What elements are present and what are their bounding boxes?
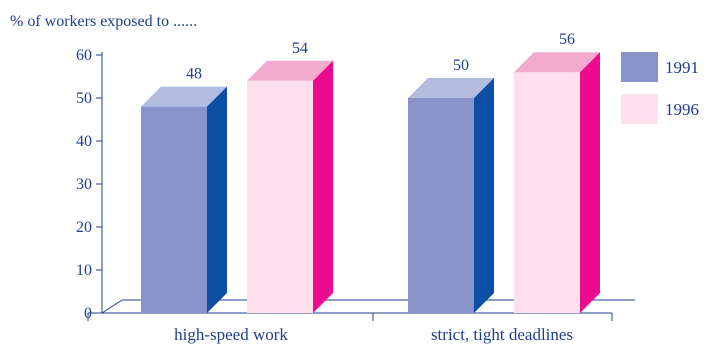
y-tick-label: 40 xyxy=(76,133,92,150)
bar-1991-0 xyxy=(141,86,227,313)
bars: 48 54 50 56 xyxy=(141,31,600,313)
y-tick-label: 10 xyxy=(76,262,92,279)
y-tick-label: 20 xyxy=(76,219,92,236)
bar-1996-1 xyxy=(514,52,600,313)
bar-top xyxy=(408,78,494,98)
legend-label: 1991 xyxy=(665,58,699,77)
y-tick-label: 30 xyxy=(76,176,92,193)
bar-top xyxy=(141,86,227,107)
x-tick-label: high-speed work xyxy=(174,325,288,344)
floor-edge xyxy=(101,299,123,314)
data-label: 50 xyxy=(453,57,469,74)
x-tick-label: strict, tight deadlines xyxy=(431,325,573,344)
legend-label: 1996 xyxy=(665,100,699,119)
data-label: 48 xyxy=(186,66,202,83)
bar-front xyxy=(247,80,313,313)
bar-side xyxy=(580,52,600,313)
data-label: 54 xyxy=(292,40,308,57)
legend-swatch xyxy=(621,94,658,124)
y-tick-label: 50 xyxy=(76,90,92,107)
y-axis-title: % of workers exposed to ...... xyxy=(10,13,197,30)
data-label: 56 xyxy=(559,31,575,48)
legend: 1991 1996 xyxy=(621,52,699,124)
legend-swatch xyxy=(621,52,658,82)
bar-side xyxy=(313,60,333,313)
bar-top xyxy=(514,52,600,73)
bar-front xyxy=(514,72,580,313)
bar-front xyxy=(408,98,474,313)
bar-1991-1 xyxy=(408,78,494,313)
bar-side xyxy=(474,78,494,313)
bar-front xyxy=(141,106,207,313)
bar-1996-0 xyxy=(247,60,333,313)
bar-top xyxy=(247,60,333,81)
bar-side xyxy=(207,86,227,313)
y-tick-label: 60 xyxy=(76,47,92,64)
